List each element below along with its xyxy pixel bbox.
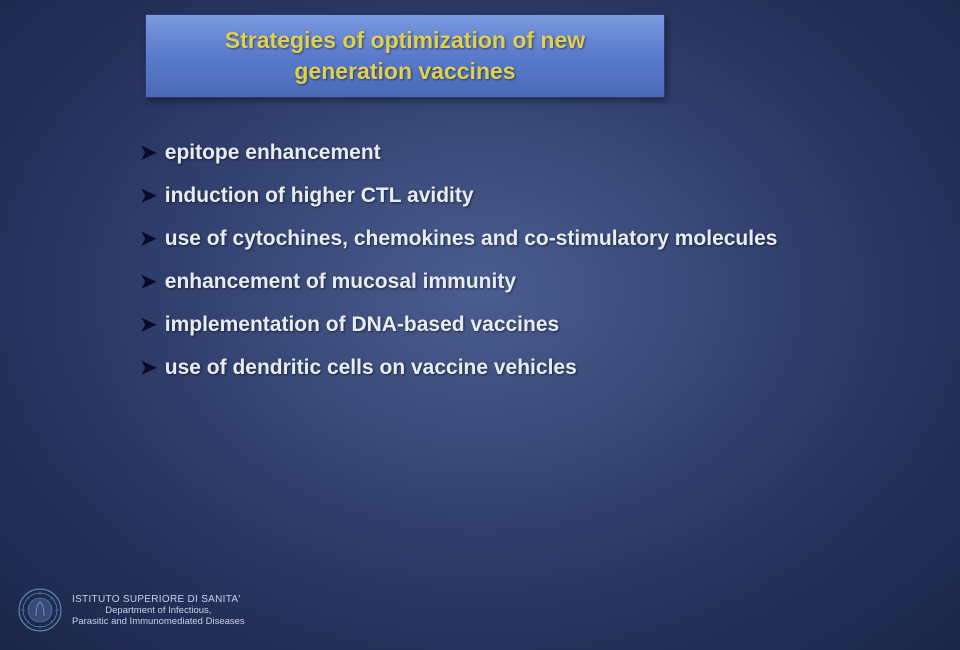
organization-seal-icon (18, 588, 62, 632)
list-item: ➤ use of cytochines, chemokines and co-s… (140, 226, 777, 251)
arrow-icon: ➤ (140, 269, 157, 294)
title-line-1: Strategies of optimization of new (225, 25, 585, 56)
arrow-icon: ➤ (140, 183, 157, 208)
bullet-text: use of dendritic cells on vaccine vehicl… (165, 356, 577, 380)
list-item: ➤ use of dendritic cells on vaccine vehi… (140, 355, 777, 380)
list-item: ➤ epitope enhancement (140, 140, 777, 165)
bullet-list: ➤ epitope enhancement ➤ induction of hig… (140, 140, 777, 398)
list-item: ➤ induction of higher CTL avidity (140, 183, 777, 208)
arrow-icon: ➤ (140, 355, 157, 380)
footer-dept-2: Parasitic and Immunomediated Diseases (72, 616, 245, 627)
footer: ISTITUTO SUPERIORE DI SANITA' Department… (18, 588, 245, 632)
bullet-text: implementation of DNA-based vaccines (165, 313, 559, 337)
title-line-2: generation vaccines (294, 56, 515, 87)
arrow-icon: ➤ (140, 312, 157, 337)
bullet-text: epitope enhancement (165, 141, 381, 165)
title-box: Strategies of optimization of new genera… (145, 14, 665, 98)
bullet-text: enhancement of mucosal immunity (165, 270, 516, 294)
arrow-icon: ➤ (140, 226, 157, 251)
footer-org: ISTITUTO SUPERIORE DI SANITA' (72, 594, 245, 605)
list-item: ➤ enhancement of mucosal immunity (140, 269, 777, 294)
list-item: ➤ implementation of DNA-based vaccines (140, 312, 777, 337)
bullet-text: use of cytochines, chemokines and co-sti… (165, 227, 778, 251)
bullet-text: induction of higher CTL avidity (165, 184, 474, 208)
footer-text: ISTITUTO SUPERIORE DI SANITA' Department… (72, 594, 245, 627)
footer-dept-1: Department of Infectious, (72, 605, 245, 616)
arrow-icon: ➤ (140, 140, 157, 165)
